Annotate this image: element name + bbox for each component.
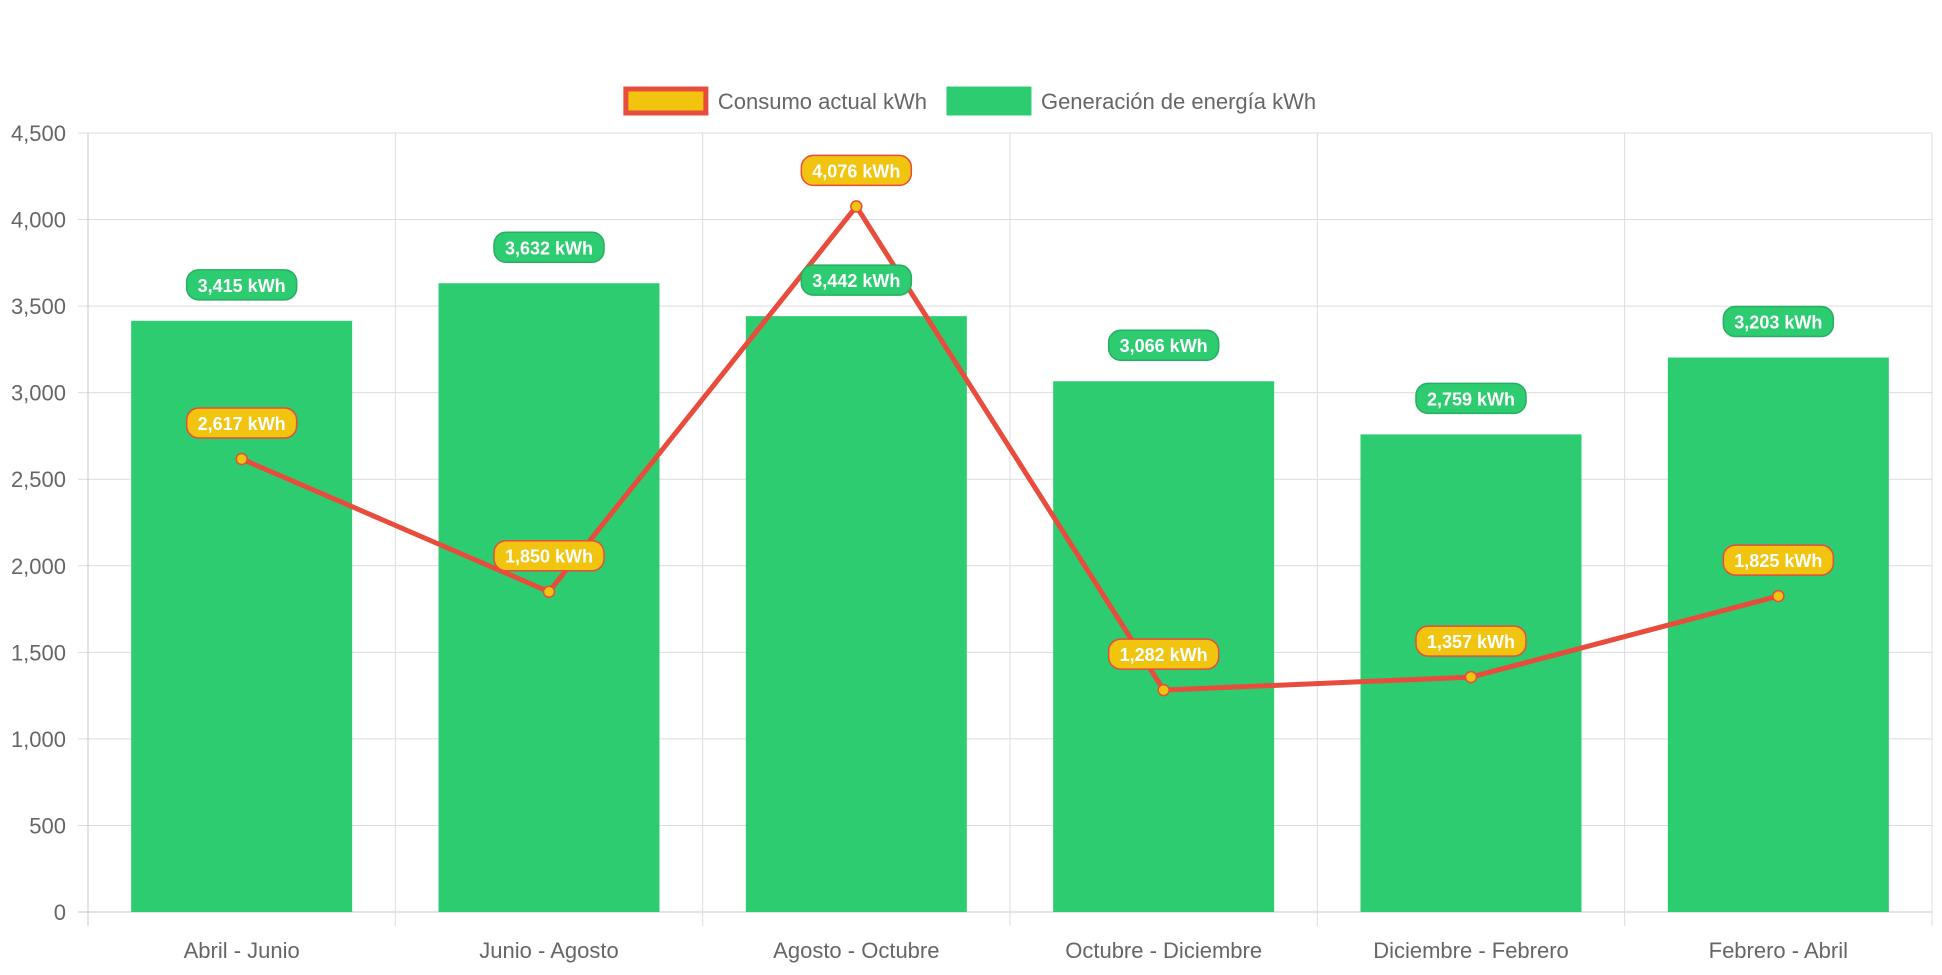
y-tick-label: 3,000: [11, 381, 66, 406]
data-label-text: 2,759 kWh: [1427, 389, 1515, 409]
data-label-box: [1107, 638, 1220, 670]
line-value-label: 4,076 kWh: [800, 154, 913, 187]
line-point: [1157, 683, 1170, 697]
data-label-text: 1,282 kWh: [1120, 645, 1208, 665]
data-label-box: [185, 269, 298, 301]
bar-value-label: 3,066 kWh: [1107, 329, 1220, 361]
data-label-box: [493, 539, 605, 572]
data-label-text: 2,617 kWh: [198, 414, 286, 434]
y-tick-label: 0: [54, 900, 66, 925]
legend: Consumo actual kWh Generación de energía …: [623, 86, 1316, 116]
y-tick-label: 3,500: [11, 294, 66, 319]
y-axis: 0 500 1,000 1,500 2,000 2,500 3,000 3,500 4,000 4…: [11, 121, 66, 925]
line-value-label: 1,825 kWh: [1722, 544, 1835, 576]
line-value-label: 1,850 kWh: [493, 539, 605, 572]
line-point: [850, 200, 863, 213]
line-point: [542, 585, 556, 598]
x-tick-label: Octubre - Diciembre: [1065, 938, 1262, 963]
data-label-text: 3,415 kWh: [198, 276, 286, 296]
data-label-text: 1,825 kWh: [1734, 551, 1822, 571]
data-label-text: 3,066 kWh: [1120, 336, 1208, 356]
data-label-box: [1415, 625, 1527, 657]
line-path: [240, 202, 1779, 693]
data-labels: 3,415 kWh 3,632 kWh 3,442 kWh 3,066 kWh 2,75…: [185, 154, 1835, 670]
line-value-label: 2,617 kWh: [185, 407, 298, 439]
legend-item: Consumo actual kWh: [623, 86, 927, 116]
legend-swatch: [946, 86, 1032, 116]
data-label-box: [185, 407, 298, 439]
data-label-box: [1107, 329, 1220, 361]
data-label-text: 1,357 kWh: [1427, 632, 1515, 652]
grid-lines: [78, 132, 1933, 926]
line-value-label: 1,282 kWh: [1107, 638, 1220, 670]
bar-value-label: 2,759 kWh: [1415, 382, 1527, 415]
data-label-text: 4,076 kWh: [812, 161, 900, 181]
x-tick-label: Febrero - Abril: [1709, 938, 1848, 963]
legend-label: Consumo actual kWh: [718, 89, 927, 114]
legend-label: Generación de energía kWh: [1041, 89, 1316, 114]
bar-value-label: 3,442 kWh: [800, 264, 913, 296]
data-label-text: 3,442 kWh: [812, 271, 900, 291]
data-label-box: [1415, 382, 1527, 415]
x-tick-label: Junio - Agosto: [479, 938, 618, 963]
line-point: [1464, 670, 1478, 684]
line-point: [1772, 589, 1785, 603]
data-label-box: [493, 231, 605, 264]
y-tick-label: 4,000: [11, 208, 66, 233]
data-label-box: [1722, 544, 1835, 576]
legend-swatch: [623, 86, 709, 116]
bar-value-label: 3,415 kWh: [185, 269, 298, 301]
data-label-box: [800, 154, 913, 187]
y-tick-label: 2,000: [11, 554, 66, 579]
data-label-text: 1,850 kWh: [505, 547, 593, 567]
line-point: [235, 452, 248, 466]
data-label-text: 3,632 kWh: [505, 238, 593, 258]
x-tick-label: Diciembre - Febrero: [1373, 938, 1569, 963]
y-tick-label: 1,500: [11, 640, 66, 665]
line-value-label: 1,357 kWh: [1415, 625, 1527, 657]
data-label-text: 3,203 kWh: [1734, 313, 1822, 333]
bar-value-label: 3,203 kWh: [1722, 305, 1835, 338]
legend-item: Generación de energía kWh: [946, 86, 1316, 116]
x-tick-label: Abril - Junio: [184, 938, 300, 963]
x-tick-label: Agosto - Octubre: [773, 938, 939, 963]
data-label-box: [800, 264, 913, 296]
y-tick-label: 4,500: [11, 121, 66, 146]
bar: [745, 316, 967, 912]
data-label-box: [1722, 305, 1835, 338]
y-tick-label: 500: [29, 813, 66, 838]
x-axis: Abril - Junio Junio - Agosto Agosto - Octu…: [184, 938, 1848, 963]
y-tick-label: 2,500: [11, 467, 66, 492]
bar-value-label: 3,632 kWh: [493, 231, 605, 264]
bar: [1667, 357, 1889, 912]
line-series: [235, 200, 1785, 697]
y-tick-label: 1,000: [11, 727, 66, 752]
